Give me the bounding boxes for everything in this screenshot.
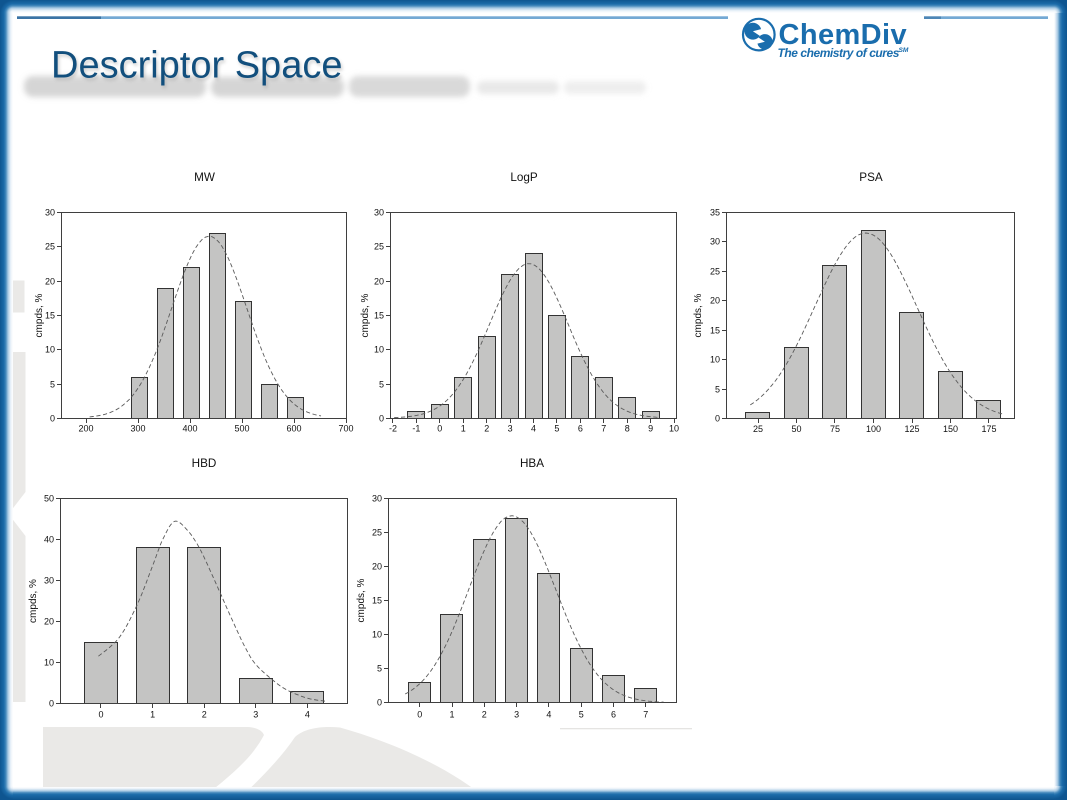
svg-text:30: 30: [44, 576, 54, 586]
svg-text:HBA: HBA: [520, 457, 544, 470]
svg-text:15: 15: [372, 596, 382, 606]
svg-text:100: 100: [866, 424, 881, 434]
svg-text:cmpds, %: cmpds, %: [693, 293, 704, 337]
svg-text:7: 7: [601, 424, 606, 434]
svg-text:8: 8: [625, 424, 630, 434]
svg-text:1: 1: [150, 710, 155, 720]
svg-text:5: 5: [715, 385, 720, 395]
svg-text:175: 175: [981, 424, 996, 434]
svg-text:LogP: LogP: [510, 171, 538, 184]
svg-text:30: 30: [374, 208, 384, 218]
svg-text:9: 9: [648, 424, 653, 434]
svg-text:Descriptor Space: Descriptor Space: [53, 47, 344, 89]
svg-text:20: 20: [44, 617, 54, 627]
svg-text:1: 1: [449, 710, 454, 720]
svg-text:6: 6: [578, 424, 583, 434]
svg-text:5: 5: [50, 380, 55, 390]
svg-text:6: 6: [611, 710, 616, 720]
svg-text:cmpds, %: cmpds, %: [28, 579, 39, 623]
svg-text:20: 20: [372, 562, 382, 572]
svg-text:200: 200: [78, 424, 93, 434]
svg-text:15: 15: [374, 311, 384, 321]
svg-text:20: 20: [710, 296, 720, 306]
svg-text:Descriptor Space: Descriptor Space: [51, 45, 342, 87]
svg-text:30: 30: [710, 237, 720, 247]
svg-text:30: 30: [372, 494, 382, 504]
svg-text:3: 3: [514, 710, 519, 720]
svg-text:7: 7: [643, 710, 648, 720]
svg-text:25: 25: [374, 242, 384, 252]
svg-text:cmpds, %: cmpds, %: [360, 293, 371, 337]
svg-text:25: 25: [710, 267, 720, 277]
svg-text:15: 15: [45, 311, 55, 321]
svg-text:20: 20: [45, 277, 55, 287]
svg-text:2: 2: [484, 424, 489, 434]
svg-text:35: 35: [710, 208, 720, 218]
svg-text:PSA: PSA: [859, 171, 883, 184]
svg-text:5: 5: [554, 424, 559, 434]
svg-text:75: 75: [830, 424, 840, 434]
svg-text:-1: -1: [412, 424, 420, 434]
svg-text:SM: SM: [899, 47, 909, 54]
svg-text:2: 2: [202, 710, 207, 720]
svg-text:300: 300: [130, 424, 145, 434]
svg-text:10: 10: [372, 630, 382, 640]
svg-text:1: 1: [461, 424, 466, 434]
svg-text:30: 30: [45, 208, 55, 218]
svg-text:MW: MW: [194, 171, 215, 184]
svg-text:-2: -2: [389, 424, 397, 434]
svg-text:cmpds, %: cmpds, %: [356, 578, 367, 622]
svg-text:cmpds, %: cmpds, %: [34, 293, 45, 337]
svg-text:700: 700: [338, 424, 353, 434]
svg-text:0: 0: [98, 710, 103, 720]
svg-text:The chemistry of cures: The chemistry of cures: [778, 46, 900, 60]
svg-text:0: 0: [379, 414, 384, 424]
svg-text:25: 25: [45, 242, 55, 252]
svg-text:25: 25: [372, 528, 382, 538]
svg-text:10: 10: [669, 424, 679, 434]
svg-text:0: 0: [417, 710, 422, 720]
svg-text:500: 500: [234, 424, 249, 434]
svg-text:10: 10: [710, 355, 720, 365]
svg-text:50: 50: [791, 424, 801, 434]
svg-text:125: 125: [904, 424, 919, 434]
svg-text:10: 10: [45, 345, 55, 355]
svg-text:20: 20: [374, 277, 384, 287]
svg-text:50: 50: [44, 494, 54, 504]
svg-text:5: 5: [579, 710, 584, 720]
svg-text:3: 3: [508, 424, 513, 434]
svg-text:4: 4: [546, 710, 551, 720]
svg-text:10: 10: [374, 345, 384, 355]
svg-text:40: 40: [44, 535, 54, 545]
svg-text:0: 0: [50, 414, 55, 424]
svg-text:3: 3: [253, 710, 258, 720]
svg-text:5: 5: [379, 380, 384, 390]
svg-text:25: 25: [753, 424, 763, 434]
svg-text:HBD: HBD: [192, 457, 217, 470]
svg-text:2: 2: [482, 710, 487, 720]
svg-text:0: 0: [437, 424, 442, 434]
svg-text:0: 0: [49, 699, 54, 709]
svg-text:150: 150: [943, 424, 958, 434]
svg-text:4: 4: [531, 424, 536, 434]
svg-text:600: 600: [286, 424, 301, 434]
svg-text:5: 5: [377, 664, 382, 674]
svg-text:10: 10: [44, 658, 54, 668]
svg-text:15: 15: [710, 326, 720, 336]
svg-text:0: 0: [377, 698, 382, 708]
svg-text:0: 0: [715, 414, 720, 424]
svg-text:4: 4: [305, 710, 310, 720]
svg-text:400: 400: [182, 424, 197, 434]
svg-text:ChemDiv: ChemDiv: [779, 19, 908, 51]
